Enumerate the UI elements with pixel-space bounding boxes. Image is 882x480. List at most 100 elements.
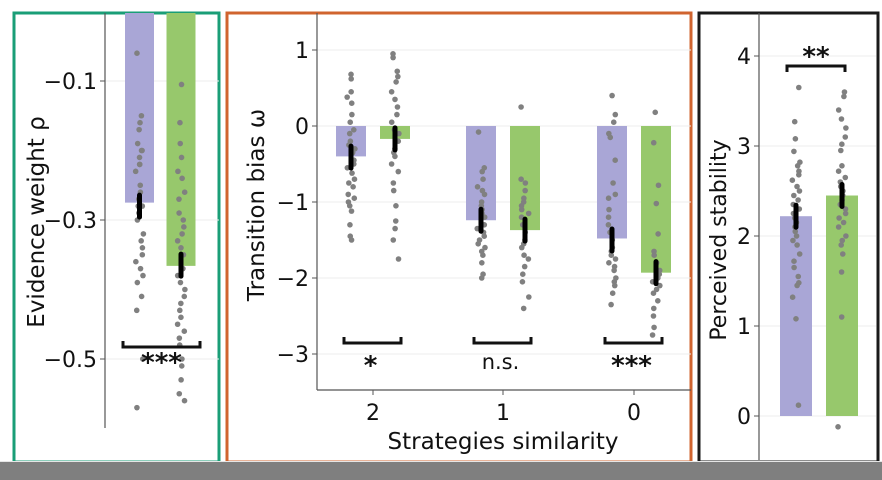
data-point <box>650 305 657 312</box>
data-point <box>842 174 849 181</box>
data-point <box>525 210 532 217</box>
y-tick-label: −0.3 <box>44 209 97 234</box>
data-point <box>518 104 524 110</box>
data-point <box>480 252 486 258</box>
panel-border <box>697 11 880 462</box>
data-point <box>136 161 143 168</box>
data-point <box>394 68 401 75</box>
data-point <box>606 206 612 213</box>
data-point <box>792 228 799 235</box>
significance-bracket <box>603 337 664 345</box>
data-point <box>796 188 803 194</box>
data-point <box>518 206 525 213</box>
data-point <box>478 275 485 281</box>
data-point <box>176 210 182 216</box>
data-point <box>790 237 796 244</box>
data-point <box>388 161 395 167</box>
data-point <box>791 118 798 125</box>
data-point <box>390 54 396 61</box>
data-point <box>612 111 619 118</box>
data-point <box>390 237 397 243</box>
data-point <box>835 107 842 113</box>
y-tick-label: 4 <box>737 45 751 70</box>
data-point <box>794 183 800 190</box>
data-point <box>175 168 181 175</box>
data-point <box>179 231 185 237</box>
data-point <box>519 279 526 285</box>
data-point <box>475 241 481 247</box>
data-point <box>178 300 184 307</box>
data-point <box>137 265 144 272</box>
data-point <box>481 233 488 239</box>
data-point <box>181 293 188 300</box>
data-point <box>174 321 181 328</box>
y-axis-label: Evidence weight ρ <box>24 116 50 327</box>
data-point <box>842 210 849 217</box>
y-axis-label: Perceived stability <box>707 139 732 340</box>
data-point <box>347 222 353 228</box>
figure: −0.1−0.3−0.5 Evidence weight ρ *** 10−1−… <box>12 11 880 462</box>
data-point <box>840 219 847 226</box>
data-point <box>793 233 800 239</box>
data-point <box>178 245 184 251</box>
data-point <box>388 89 395 95</box>
x-tick-label: 0 <box>627 401 641 426</box>
data-point <box>520 305 527 312</box>
data-point <box>610 180 616 186</box>
significance-label: *** <box>141 348 182 378</box>
data-point <box>178 363 185 369</box>
data-point <box>182 286 188 293</box>
data-point <box>348 71 354 78</box>
data-point <box>179 356 185 362</box>
significance-bracket <box>342 337 403 345</box>
data-point <box>649 332 656 338</box>
x-axis-label: Strategies similarity <box>388 429 619 455</box>
data-point <box>650 290 657 297</box>
data-point <box>390 180 397 186</box>
data-point <box>393 203 399 209</box>
data-point <box>650 313 657 319</box>
data-point <box>140 231 147 237</box>
data-point <box>795 197 801 203</box>
data-point <box>481 191 488 198</box>
data-point <box>178 154 185 161</box>
y-tick-label: 2 <box>737 225 751 250</box>
data-point <box>134 404 140 411</box>
data-point <box>349 170 355 176</box>
data-point <box>843 125 849 131</box>
data-point <box>789 294 796 301</box>
footer-divider <box>0 461 882 462</box>
panel-border <box>225 11 693 462</box>
data-point <box>134 50 140 56</box>
data-point <box>655 182 662 189</box>
data-point <box>395 73 401 80</box>
data-point <box>394 104 401 110</box>
data-point <box>388 119 395 125</box>
data-point <box>839 237 846 244</box>
data-point <box>139 356 146 362</box>
data-point <box>177 140 184 147</box>
data-point <box>791 264 797 271</box>
data-point <box>611 267 617 274</box>
data-point <box>835 168 842 174</box>
data-point <box>522 187 528 194</box>
data-point <box>176 196 182 202</box>
data-point <box>796 172 802 178</box>
panel-perceived-stability: 4 3 2 1 0 Perceived stability ** <box>697 11 880 462</box>
panel-transition-bias: 1 0 −1 −2 −3 2 1 0 Transition bias ω Strategies… <box>225 11 693 462</box>
data-point <box>794 282 800 289</box>
data-point <box>652 109 659 116</box>
data-point <box>605 214 612 220</box>
data-point <box>838 116 845 122</box>
panel-evidence-weight: −0.1 −0.3 −0.5 Evidence weight ρ *** <box>12 11 221 462</box>
data-point <box>838 242 844 248</box>
y-tick-label: 1 <box>295 39 309 64</box>
data-point <box>176 335 183 341</box>
data-point <box>841 93 847 100</box>
data-point <box>609 290 616 297</box>
footer-bar <box>0 462 882 480</box>
data-point <box>789 177 796 183</box>
data-point <box>348 76 354 82</box>
data-point <box>177 307 183 314</box>
bar-condition-B <box>510 126 540 231</box>
